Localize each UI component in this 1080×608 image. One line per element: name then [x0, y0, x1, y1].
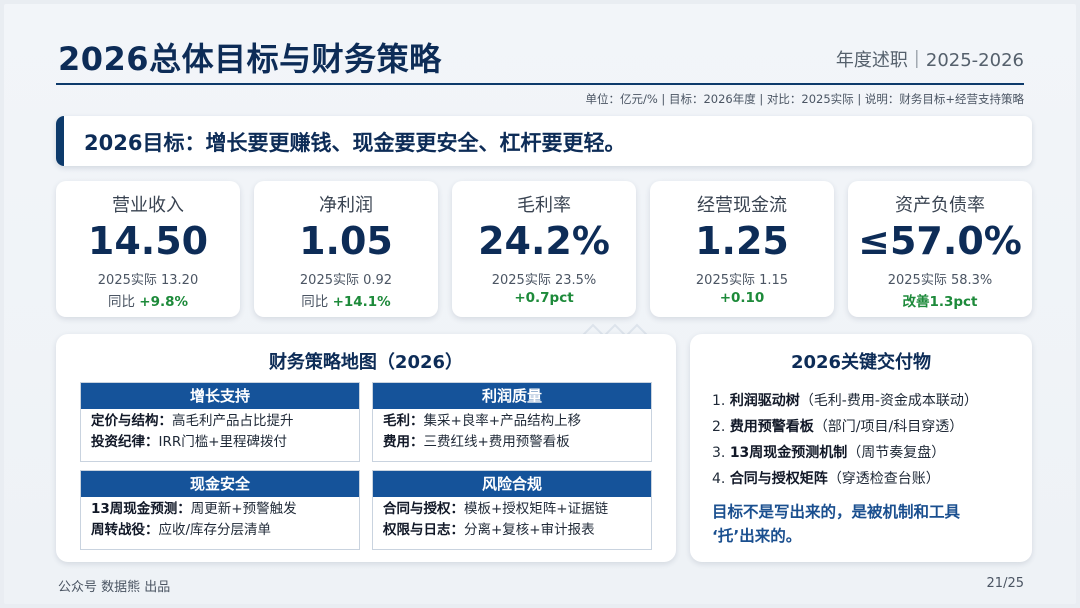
- kpi-actual: 2025实际 23.5%: [491, 273, 597, 288]
- item-text: （穿透检查台账）: [827, 471, 940, 487]
- list-item: 4. 合同与授权矩阵（穿透检查台账）: [712, 466, 978, 492]
- list-item: 2. 费用预警看板（部门/项目/科目穿透）: [712, 414, 978, 440]
- row-key: 合同与授权：: [383, 501, 464, 517]
- row-text: 应收/库存分层清单: [158, 522, 272, 538]
- quadrant-row: 定价与结构：高毛利产品占比提升: [81, 411, 359, 432]
- list-item: 3. 13周现金预测机制（周节奏复盘）: [712, 440, 978, 466]
- kpi-card-net-profit: 净利润 1.05 2025实际 0.92 同比 +14.1%: [254, 181, 438, 317]
- slide: 2026总体目标与财务策略 年度述职｜2025-2026 单位：亿元/% | 目…: [4, 4, 1076, 604]
- kpi-change: +9.8%: [139, 294, 189, 310]
- deliverables-list: 1. 利润驱动树（毛利-费用-资金成本联动） 2. 费用预警看板（部门/项目/科…: [712, 388, 978, 492]
- goal-banner: 2026目标：增长要更赚钱、现金要更安全、杠杆要更轻。: [56, 116, 1032, 166]
- quadrant-row: 周转战役：应收/库存分层清单: [81, 520, 359, 541]
- quadrant-row: 毛利：集采+良率+产品结构上移: [373, 411, 651, 432]
- strategy-map-panel: 财务策略地图（2026） 增长支持 定价与结构：高毛利产品占比提升 投资纪律：I…: [56, 334, 676, 562]
- quadrant-risk-compliance: 风险合规 合同与授权：模板+授权矩阵+证据链 权限与日志：分离+复核+审计报表: [372, 470, 652, 550]
- row-key: 周转战役：: [91, 522, 159, 538]
- kpi-change-prefix: 同比: [107, 294, 135, 310]
- kpi-card-gross-margin: 毛利率 24.2% 2025实际 23.5% +0.7pct: [452, 181, 636, 317]
- kpi-label: 净利润: [319, 195, 373, 216]
- conclusion-line-2: ‘托’出来的。: [712, 527, 802, 545]
- quadrant-profit-quality: 利润质量 毛利：集采+良率+产品结构上移 费用：三费红线+费用预警看板: [372, 382, 652, 462]
- kpi-actual: 2025实际 13.20: [97, 273, 199, 288]
- unit-note: 单位：亿元/% | 目标：2026年度 | 对比：2025实际 | 说明：财务目…: [585, 92, 1024, 106]
- kpi-change-line: +0.10: [650, 290, 834, 306]
- kpi-actual: 2025实际 0.92: [299, 273, 393, 288]
- kpi-change-line: 同比 +9.8%: [56, 290, 240, 310]
- deliverables-conclusion: 目标不是写出来的，是被机制和工具 ‘托’出来的。: [712, 500, 1022, 548]
- row-text: 模板+授权矩阵+证据链: [464, 501, 609, 517]
- row-key: 投资纪律：: [91, 434, 159, 450]
- kpi-label: 资产负债率: [895, 195, 985, 216]
- item-number: 2.: [712, 419, 726, 435]
- quadrant-header: 风险合规: [373, 471, 651, 497]
- kpi-change-line: +0.7pct: [452, 290, 636, 306]
- quadrant-cash-safety: 现金安全 13周现金预测：周更新+预警触发 周转战役：应收/库存分层清单: [80, 470, 360, 550]
- kpi-label: 营业收入: [112, 195, 184, 216]
- item-text: （部门/项目/科目穿透）: [813, 419, 964, 435]
- kpi-label: 毛利率: [517, 195, 571, 216]
- row-key: 毛利：: [383, 413, 424, 429]
- list-item: 1. 利润驱动树（毛利-费用-资金成本联动）: [712, 388, 978, 414]
- item-key: 利润驱动树: [729, 393, 800, 409]
- deliverables-title: 2026关键交付物: [790, 352, 932, 373]
- row-text: 三费红线+费用预警看板: [423, 434, 570, 450]
- page-title: 2026总体目标与财务策略: [58, 40, 442, 78]
- quadrant-row: 费用：三费红线+费用预警看板: [373, 432, 651, 453]
- conclusion-line-1: 目标不是写出来的，是被机制和工具: [712, 503, 961, 521]
- kpi-change: +0.7pct: [514, 290, 574, 306]
- item-key: 费用预警看板: [729, 419, 814, 435]
- kpi-card-debt-ratio: 资产负债率 ≤57.0% 2025实际 58.3% 改善1.3pct: [848, 181, 1032, 317]
- kpi-change: 改善1.3pct: [902, 294, 978, 310]
- kpi-change-prefix: 同比: [301, 294, 329, 310]
- kpi-actual: 2025实际 58.3%: [887, 273, 993, 288]
- quadrant-row: 投资纪律：IRR门槛+里程碑拨付: [81, 432, 359, 453]
- kpi-value: 1.25: [695, 219, 789, 263]
- quadrant-row: 合同与授权：模板+授权矩阵+证据链: [373, 499, 651, 520]
- quadrant-header: 利润质量: [373, 383, 651, 409]
- row-key: 定价与结构：: [91, 413, 172, 429]
- row-text: 高毛利产品占比提升: [172, 413, 294, 429]
- kpi-change-line: 同比 +14.1%: [254, 290, 438, 310]
- row-text: 集采+良率+产品结构上移: [423, 413, 582, 429]
- kpi-label: 经营现金流: [697, 195, 787, 216]
- page-number: 21/25: [986, 576, 1024, 591]
- row-text: 分离+复核+审计报表: [464, 522, 595, 538]
- kpi-actual: 2025实际 1.15: [695, 273, 789, 288]
- item-number: 4.: [712, 471, 726, 487]
- quadrant-row: 权限与日志：分离+复核+审计报表: [373, 520, 651, 541]
- kpi-value: ≤57.0%: [858, 219, 1022, 263]
- kpi-change: +14.1%: [332, 294, 391, 310]
- kpi-change: +0.10: [719, 290, 765, 306]
- item-key: 13周现金预测机制: [729, 445, 848, 461]
- title-divider: [56, 83, 1024, 85]
- report-subtitle: 年度述职｜2025-2026: [835, 50, 1024, 71]
- deliverables-panel: 2026关键交付物 1. 利润驱动树（毛利-费用-资金成本联动） 2. 费用预警…: [690, 334, 1032, 562]
- strategy-map-title: 财务策略地图（2026）: [268, 352, 464, 373]
- row-key: 费用：: [383, 434, 424, 450]
- row-key: 13周现金预测：: [91, 501, 191, 517]
- item-text: （毛利-费用-资金成本联动）: [799, 393, 978, 409]
- kpi-card-operating-cash-flow: 经营现金流 1.25 2025实际 1.15 +0.10: [650, 181, 834, 317]
- row-text: IRR门槛+里程碑拨付: [158, 434, 288, 450]
- quadrant-row: 13周现金预测：周更新+预警触发: [81, 499, 359, 520]
- row-key: 权限与日志：: [383, 522, 464, 538]
- item-number: 3.: [712, 445, 726, 461]
- item-text: （周节奏复盘）: [847, 445, 946, 461]
- quadrant-header: 现金安全: [81, 471, 359, 497]
- kpi-value: 1.05: [299, 219, 393, 263]
- item-key: 合同与授权矩阵: [729, 471, 828, 487]
- row-text: 周更新+预警触发: [190, 501, 297, 517]
- kpi-value: 14.50: [87, 219, 209, 263]
- banner-accent-bar: [56, 116, 64, 166]
- kpi-card-revenue: 营业收入 14.50 2025实际 13.20 同比 +9.8%: [56, 181, 240, 317]
- quadrant-growth-support: 增长支持 定价与结构：高毛利产品占比提升 投资纪律：IRR门槛+里程碑拨付: [80, 382, 360, 462]
- item-number: 1.: [712, 393, 726, 409]
- banner-text: 2026目标：增长要更赚钱、现金要更安全、杠杆要更轻。: [84, 131, 626, 155]
- footer-credit: 公众号 数据熊 出品: [58, 580, 171, 595]
- kpi-value: 24.2%: [478, 219, 610, 263]
- quadrant-header: 增长支持: [81, 383, 359, 409]
- kpi-change-line: 改善1.3pct: [848, 290, 1032, 310]
